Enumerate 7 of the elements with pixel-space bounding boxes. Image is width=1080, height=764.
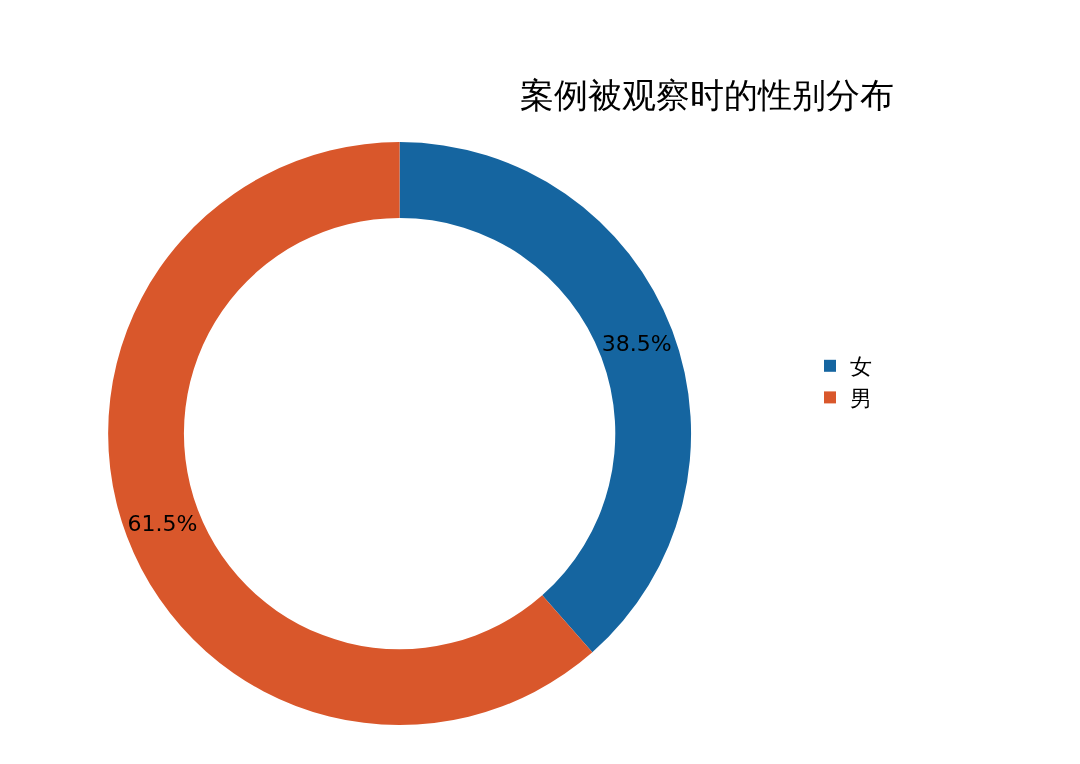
data-label: 38.5%: [601, 331, 672, 357]
donut-slice: [108, 142, 593, 725]
data-label: 61.5%: [127, 510, 198, 536]
donut-slice: [399, 142, 691, 653]
legend-label: 男: [850, 385, 872, 411]
legend-label: 女: [850, 354, 872, 380]
chart-title: 案例被观察时的性别分布: [520, 75, 895, 116]
